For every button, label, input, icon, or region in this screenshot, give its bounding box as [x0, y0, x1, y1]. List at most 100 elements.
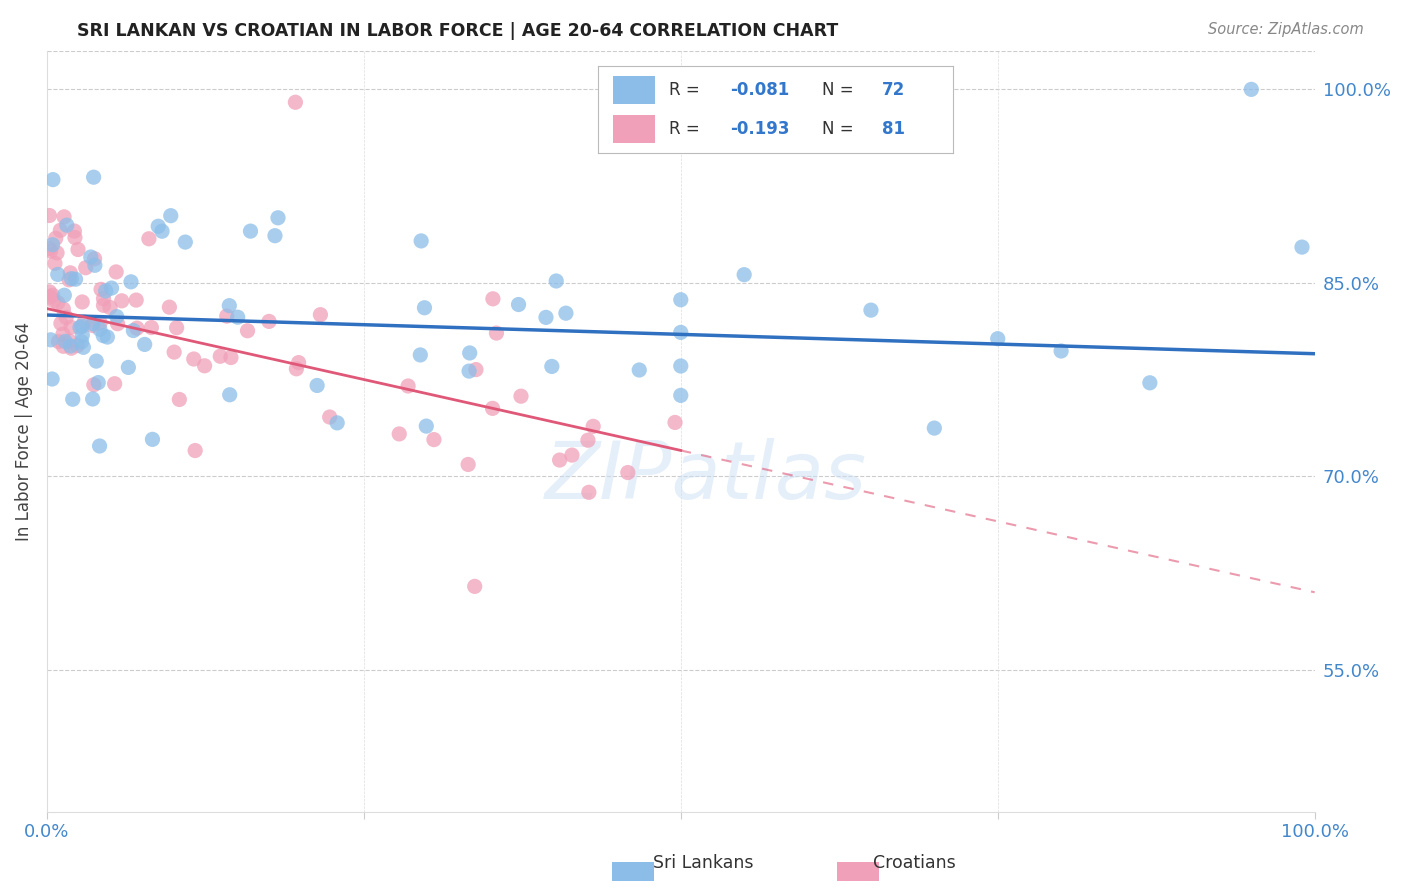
Point	[628, 363, 651, 377]
Point	[58, 334, 80, 349]
Point	[141, 320, 163, 334]
Point	[1291, 240, 1313, 254]
Y-axis label: In Labor Force | Age 20-64: In Labor Force | Age 20-64	[15, 321, 32, 541]
Point	[53, 288, 76, 302]
Point	[413, 301, 436, 315]
Point	[105, 310, 128, 324]
Point	[284, 95, 307, 110]
Point	[309, 308, 332, 322]
Point	[52, 301, 75, 316]
Point	[73, 315, 96, 329]
Point	[457, 458, 479, 472]
Point	[91, 328, 114, 343]
Point	[122, 324, 145, 338]
Point	[409, 348, 432, 362]
Point	[1050, 343, 1073, 358]
Point	[104, 376, 127, 391]
Point	[83, 252, 105, 266]
Point	[58, 273, 80, 287]
Point	[510, 389, 533, 403]
Point	[924, 421, 946, 435]
Point	[669, 326, 692, 340]
Point	[183, 351, 205, 366]
Point	[48, 334, 70, 349]
Point	[307, 378, 329, 392]
Point	[89, 439, 111, 453]
Point	[87, 376, 110, 390]
Point	[98, 301, 121, 315]
Point	[257, 314, 280, 328]
Point	[411, 234, 433, 248]
Point	[44, 256, 66, 270]
Point	[318, 410, 340, 425]
Text: Croatians: Croatians	[873, 855, 955, 872]
Point	[55, 310, 77, 325]
Point	[59, 320, 82, 334]
Point	[561, 448, 583, 462]
Point	[53, 334, 76, 349]
Point	[63, 224, 86, 238]
Point	[39, 244, 62, 258]
Point	[1240, 82, 1263, 96]
Point	[94, 284, 117, 298]
Point	[53, 210, 76, 224]
Point	[396, 379, 419, 393]
Point	[60, 271, 83, 285]
Point	[226, 310, 249, 325]
Point	[42, 172, 65, 186]
Point	[41, 288, 63, 302]
Point	[82, 392, 104, 406]
Point	[41, 237, 63, 252]
Point	[617, 466, 640, 480]
Point	[267, 211, 290, 225]
Point	[194, 359, 217, 373]
Point	[72, 340, 94, 354]
Point	[163, 345, 186, 359]
Point	[1139, 376, 1161, 390]
Point	[664, 416, 686, 430]
Point	[52, 327, 75, 342]
Point	[46, 245, 69, 260]
Point	[83, 170, 105, 185]
Point	[169, 392, 191, 407]
Point	[70, 334, 93, 349]
Point	[84, 354, 107, 368]
Point	[485, 326, 508, 340]
Point	[458, 346, 481, 360]
Point	[82, 317, 104, 331]
Point	[66, 243, 89, 257]
Point	[209, 349, 232, 363]
Point	[534, 310, 557, 325]
Point	[63, 230, 86, 244]
Point	[219, 351, 242, 365]
Point	[70, 295, 93, 310]
Point	[72, 328, 94, 343]
Point	[70, 319, 93, 334]
Point	[166, 320, 188, 334]
Point	[96, 330, 118, 344]
Point	[236, 324, 259, 338]
Point	[174, 235, 197, 249]
Point	[105, 265, 128, 279]
Point	[987, 332, 1010, 346]
Point	[83, 377, 105, 392]
Point	[576, 434, 599, 448]
Point	[125, 293, 148, 307]
Point	[669, 293, 692, 307]
Point	[65, 272, 87, 286]
Point	[75, 260, 97, 275]
Point	[100, 281, 122, 295]
Point	[184, 443, 207, 458]
Point	[554, 306, 576, 320]
Point	[49, 223, 72, 237]
Point	[38, 242, 60, 256]
Point	[148, 219, 170, 234]
Point	[90, 282, 112, 296]
Point	[508, 297, 530, 311]
Point	[669, 359, 692, 373]
Text: Source: ZipAtlas.com: Source: ZipAtlas.com	[1208, 22, 1364, 37]
Point	[89, 316, 111, 330]
Point	[285, 361, 308, 376]
Point	[264, 228, 287, 243]
Point	[415, 419, 437, 434]
